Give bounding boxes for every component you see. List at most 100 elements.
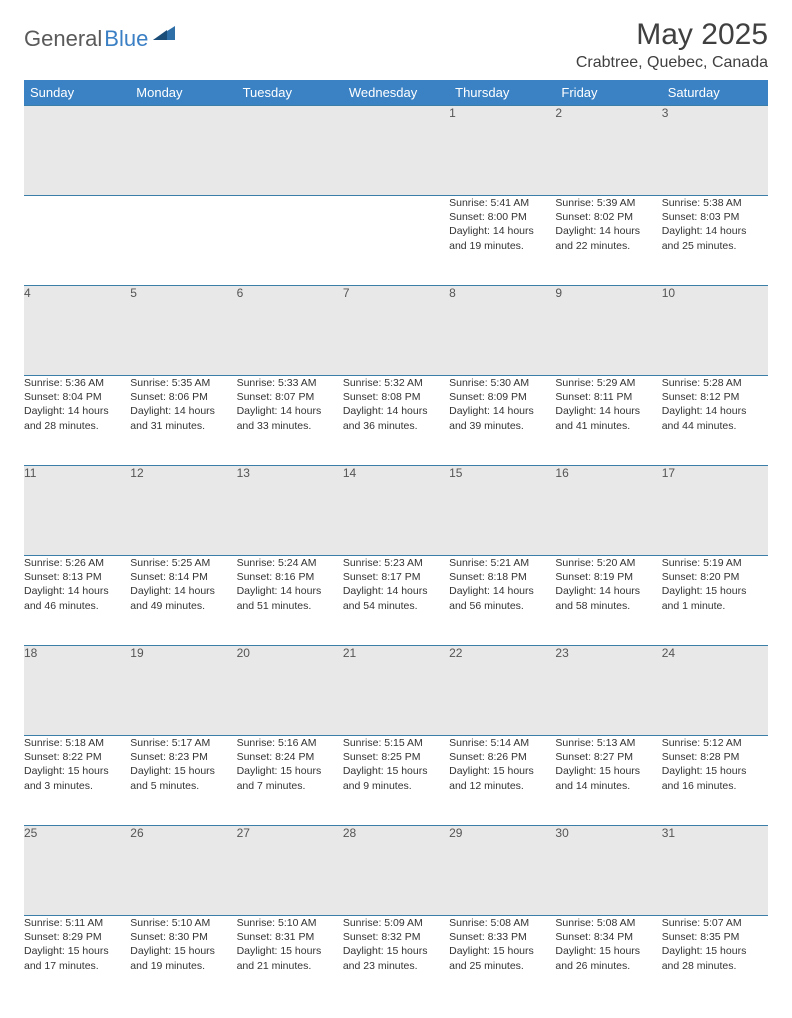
day-info-line: Daylight: 15 hours — [555, 764, 661, 778]
day-info-line: Sunrise: 5:13 AM — [555, 736, 661, 750]
day-info-line: Sunset: 8:32 PM — [343, 930, 449, 944]
daynum-row: 11121314151617 — [24, 466, 768, 556]
day-info-line: and 51 minutes. — [237, 599, 343, 613]
day-number-cell: 20 — [237, 646, 343, 736]
day-info-line: and 33 minutes. — [237, 419, 343, 433]
calendar-body: 123Sunrise: 5:41 AMSunset: 8:00 PMDaylig… — [24, 106, 768, 1006]
weekday-row: SundayMondayTuesdayWednesdayThursdayFrid… — [24, 80, 768, 106]
title-block: May 2025 Crabtree, Quebec, Canada — [576, 18, 768, 72]
day-info-line: Sunrise: 5:20 AM — [555, 556, 661, 570]
day-info-line: Sunrise: 5:10 AM — [130, 916, 236, 930]
day-content-cell: Sunrise: 5:15 AMSunset: 8:25 PMDaylight:… — [343, 736, 449, 826]
day-info-line: Daylight: 15 hours — [130, 764, 236, 778]
day-number-cell: 29 — [449, 826, 555, 916]
day-info-line: Daylight: 14 hours — [24, 584, 130, 598]
day-info-line: and 41 minutes. — [555, 419, 661, 433]
daynum-row: 123 — [24, 106, 768, 196]
day-content-cell: Sunrise: 5:25 AMSunset: 8:14 PMDaylight:… — [130, 556, 236, 646]
day-info-line: Daylight: 14 hours — [555, 404, 661, 418]
day-info-line: Daylight: 14 hours — [662, 224, 768, 238]
day-info-line: Sunrise: 5:23 AM — [343, 556, 449, 570]
day-info-line: and 54 minutes. — [343, 599, 449, 613]
day-info-line: Sunset: 8:18 PM — [449, 570, 555, 584]
day-info-line: Daylight: 15 hours — [449, 764, 555, 778]
day-info-line: and 17 minutes. — [24, 959, 130, 973]
day-content-cell: Sunrise: 5:14 AMSunset: 8:26 PMDaylight:… — [449, 736, 555, 826]
calendar-page: GeneralBlue May 2025 Crabtree, Quebec, C… — [0, 0, 792, 1018]
day-content-cell: Sunrise: 5:16 AMSunset: 8:24 PMDaylight:… — [237, 736, 343, 826]
month-title: May 2025 — [576, 18, 768, 52]
day-info-line: Sunrise: 5:09 AM — [343, 916, 449, 930]
day-number-cell — [24, 106, 130, 196]
day-info-line: Sunset: 8:24 PM — [237, 750, 343, 764]
day-number-cell: 8 — [449, 286, 555, 376]
day-info-line: Daylight: 14 hours — [343, 404, 449, 418]
content-row: Sunrise: 5:11 AMSunset: 8:29 PMDaylight:… — [24, 916, 768, 1006]
day-info-line: Daylight: 14 hours — [449, 584, 555, 598]
day-info-line: and 39 minutes. — [449, 419, 555, 433]
day-info-line: and 16 minutes. — [662, 779, 768, 793]
day-info-line: Sunset: 8:00 PM — [449, 210, 555, 224]
day-info-line: Sunrise: 5:41 AM — [449, 196, 555, 210]
day-number-cell: 3 — [662, 106, 768, 196]
day-content-cell: Sunrise: 5:33 AMSunset: 8:07 PMDaylight:… — [237, 376, 343, 466]
weekday-header: Monday — [130, 80, 236, 106]
day-info-line: Sunrise: 5:21 AM — [449, 556, 555, 570]
weekday-header: Friday — [555, 80, 661, 106]
day-info-line: Sunrise: 5:07 AM — [662, 916, 768, 930]
day-info-line: and 9 minutes. — [343, 779, 449, 793]
day-number-cell: 16 — [555, 466, 661, 556]
day-info-line: Sunset: 8:13 PM — [24, 570, 130, 584]
header: GeneralBlue May 2025 Crabtree, Quebec, C… — [24, 18, 768, 72]
day-content-cell: Sunrise: 5:28 AMSunset: 8:12 PMDaylight:… — [662, 376, 768, 466]
day-content-cell: Sunrise: 5:41 AMSunset: 8:00 PMDaylight:… — [449, 196, 555, 286]
day-info-line: Sunset: 8:04 PM — [24, 390, 130, 404]
day-info-line: and 23 minutes. — [343, 959, 449, 973]
day-info-line: Daylight: 14 hours — [130, 404, 236, 418]
weekday-header: Tuesday — [237, 80, 343, 106]
day-number-cell — [130, 106, 236, 196]
day-content-cell: Sunrise: 5:39 AMSunset: 8:02 PMDaylight:… — [555, 196, 661, 286]
day-content-cell: Sunrise: 5:35 AMSunset: 8:06 PMDaylight:… — [130, 376, 236, 466]
weekday-header: Saturday — [662, 80, 768, 106]
day-info-line: Sunset: 8:14 PM — [130, 570, 236, 584]
day-number-cell: 4 — [24, 286, 130, 376]
day-info-line: and 7 minutes. — [237, 779, 343, 793]
day-number-cell: 25 — [24, 826, 130, 916]
day-number-cell: 31 — [662, 826, 768, 916]
day-content-cell — [24, 196, 130, 286]
calendar-head: SundayMondayTuesdayWednesdayThursdayFrid… — [24, 80, 768, 106]
day-info-line: Sunrise: 5:28 AM — [662, 376, 768, 390]
day-info-line: Sunrise: 5:08 AM — [555, 916, 661, 930]
day-info-line: Sunrise: 5:26 AM — [24, 556, 130, 570]
day-info-line: Sunrise: 5:30 AM — [449, 376, 555, 390]
daynum-row: 45678910 — [24, 286, 768, 376]
day-number-cell: 18 — [24, 646, 130, 736]
day-info-line: Daylight: 14 hours — [449, 224, 555, 238]
location: Crabtree, Quebec, Canada — [576, 54, 768, 72]
day-info-line: and 21 minutes. — [237, 959, 343, 973]
day-info-line: Daylight: 15 hours — [343, 764, 449, 778]
day-info-line: Daylight: 15 hours — [343, 944, 449, 958]
day-info-line: and 22 minutes. — [555, 239, 661, 253]
day-number-cell: 13 — [237, 466, 343, 556]
day-info-line: Daylight: 14 hours — [662, 404, 768, 418]
day-info-line: and 56 minutes. — [449, 599, 555, 613]
day-info-line: Sunset: 8:28 PM — [662, 750, 768, 764]
day-content-cell: Sunrise: 5:12 AMSunset: 8:28 PMDaylight:… — [662, 736, 768, 826]
day-content-cell: Sunrise: 5:36 AMSunset: 8:04 PMDaylight:… — [24, 376, 130, 466]
day-content-cell: Sunrise: 5:19 AMSunset: 8:20 PMDaylight:… — [662, 556, 768, 646]
day-info-line: Daylight: 14 hours — [449, 404, 555, 418]
day-info-line: Daylight: 14 hours — [237, 584, 343, 598]
day-content-cell: Sunrise: 5:08 AMSunset: 8:34 PMDaylight:… — [555, 916, 661, 1006]
day-number-cell: 12 — [130, 466, 236, 556]
day-number-cell: 27 — [237, 826, 343, 916]
day-info-line: Sunset: 8:02 PM — [555, 210, 661, 224]
day-info-line: Sunrise: 5:11 AM — [24, 916, 130, 930]
day-info-line: Sunset: 8:33 PM — [449, 930, 555, 944]
day-info-line: Daylight: 15 hours — [449, 944, 555, 958]
day-info-line: Daylight: 15 hours — [24, 764, 130, 778]
day-number-cell: 21 — [343, 646, 449, 736]
day-info-line: Sunrise: 5:19 AM — [662, 556, 768, 570]
day-info-line: Daylight: 15 hours — [130, 944, 236, 958]
